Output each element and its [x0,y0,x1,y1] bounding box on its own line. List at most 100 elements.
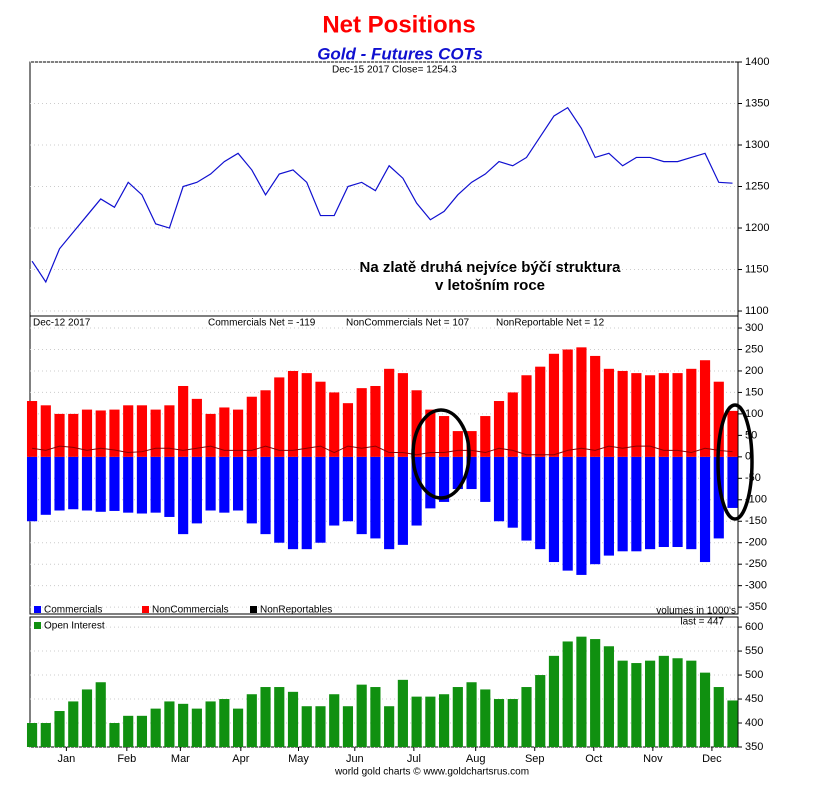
bar [287,691,299,747]
bar [26,723,38,747]
bar [686,660,697,747]
x-tick-label: Dec [702,753,722,765]
x-tick-label: Nov [643,753,663,765]
bar [452,456,463,490]
bar [246,396,257,457]
bar [480,689,491,747]
bar [384,706,395,747]
legend-swatch [250,606,257,613]
x-tick-label: Oct [585,753,602,765]
bar [562,349,573,457]
bar [617,370,628,457]
chart-subtitle: Gold - Futures COTs [317,44,483,63]
bar [287,370,299,457]
bar [109,409,120,457]
bar [40,405,51,457]
y-tick-label: -300 [745,580,767,592]
bar [219,699,230,747]
bar [658,456,669,548]
legend-label: Open Interest [44,621,105,632]
bar [81,409,93,457]
bar [397,373,408,457]
bar [713,687,724,747]
bar [370,385,381,457]
footer: world gold charts © www.goldchartsrus.co… [334,767,529,778]
last-label: last = 447 [680,617,724,628]
bar [493,456,505,522]
panel-header: NonCommercials Net = 107 [346,318,470,329]
legend-swatch [142,606,149,613]
y-tick-label: 400 [745,717,763,729]
bar [274,687,285,747]
bar [205,701,216,747]
bar [535,675,546,747]
bar [164,456,175,517]
bar [40,456,51,515]
bar [301,373,312,457]
bar [315,706,326,747]
bar [548,655,560,747]
bar [603,368,614,457]
bar [603,646,614,747]
bar [246,456,257,524]
bar [219,407,230,457]
bar [617,660,628,747]
bar [232,409,244,457]
bar [411,390,422,457]
bar [136,715,148,747]
y-tick-label: 1300 [745,139,769,151]
price-line [31,106,733,284]
y-tick-label: -350 [745,601,767,613]
annotation: Na zlatě druhá nejvíce býčí struktura [360,259,622,276]
y-tick-label: 600 [745,621,763,633]
bar [95,682,106,747]
y-tick-label: -100 [745,494,767,506]
legend-label: Commercials [44,605,102,616]
bar [425,696,436,747]
bar [232,708,244,747]
bar [727,700,738,747]
y-tick-label: 1350 [745,97,769,109]
bar [26,401,38,457]
x-tick-label: May [288,753,309,765]
bar [713,456,724,539]
y-tick-label: 1100 [745,305,769,317]
bar [329,694,340,747]
bar [617,456,628,552]
bar [466,431,477,457]
bar [260,390,271,457]
bar [274,456,285,543]
bar [150,409,161,457]
bar [54,413,65,457]
x-tick-label: Apr [232,753,249,765]
panel-header: Commercials Net = -119 [208,318,316,329]
bar [493,699,505,747]
bar [672,658,683,747]
bar [287,456,299,550]
panel-header: Dec-12 2017 [33,318,91,329]
bar [260,687,271,747]
bar [123,715,134,747]
bar [603,456,614,556]
bar [576,456,587,575]
bar [727,456,738,508]
bar [439,416,450,457]
x-tick-label: Aug [466,753,486,765]
bar [439,456,450,502]
y-tick-label: 0 [745,451,751,463]
bar [686,368,697,457]
bar [658,373,669,457]
bar [645,456,656,550]
bar [370,456,381,539]
bar [590,355,601,457]
bar [164,405,175,457]
y-tick-label: 300 [745,322,763,334]
y-tick-label: 500 [745,669,763,681]
bar [315,456,326,543]
bar [342,706,354,747]
bar [452,687,463,747]
bar [191,398,202,457]
bar [150,708,161,747]
bar [699,672,711,747]
bar [535,456,546,550]
